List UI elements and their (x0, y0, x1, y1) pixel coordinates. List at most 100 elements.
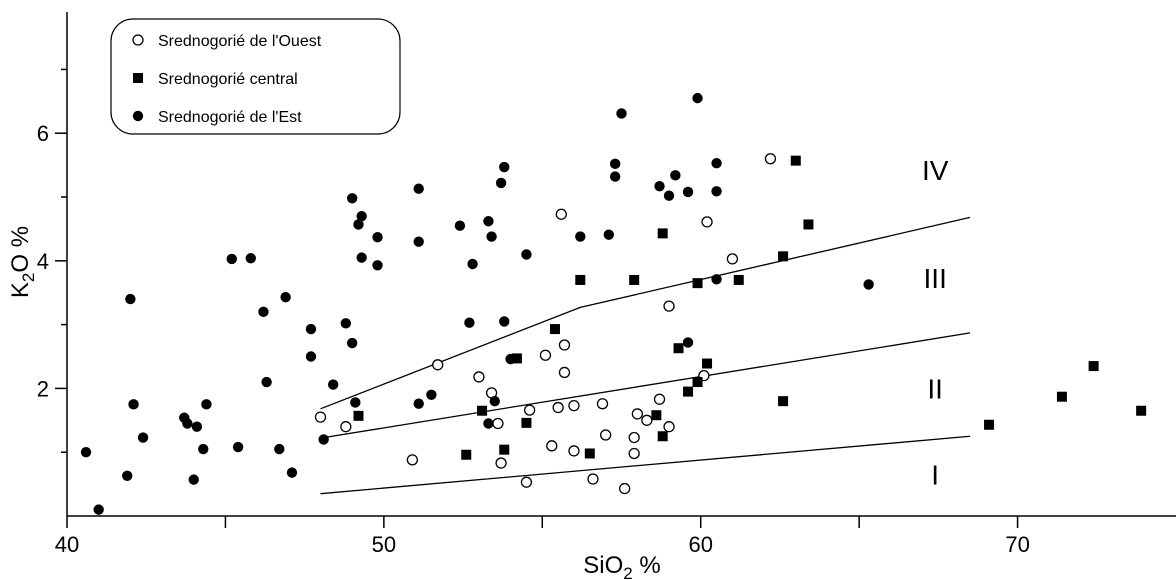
data-point (280, 291, 291, 303)
data-point (575, 231, 586, 242)
data-point (226, 253, 237, 265)
data-point (346, 193, 358, 204)
y-tick-label: 6 (37, 121, 49, 146)
data-point (692, 278, 703, 289)
data-point (629, 274, 640, 285)
data-point (549, 324, 560, 335)
data-point (552, 401, 564, 414)
data-point (483, 418, 494, 429)
legend-marker (132, 34, 144, 46)
data-point (511, 353, 522, 364)
data-point (413, 398, 424, 409)
data-point (616, 108, 627, 119)
data-point (764, 153, 777, 165)
data-point (245, 253, 256, 264)
data-point (125, 293, 136, 305)
y-tick-label: 4 (37, 249, 49, 274)
data-point (318, 434, 329, 445)
data-point (539, 349, 552, 361)
data-point (673, 343, 684, 354)
data-point (372, 260, 383, 271)
data-points (80, 92, 1147, 515)
data-point (701, 216, 713, 228)
data-point (188, 474, 199, 485)
data-point (587, 473, 599, 485)
zone-label-II: II (927, 373, 943, 404)
data-point (489, 395, 500, 407)
data-point (520, 476, 533, 488)
data-point (863, 279, 874, 290)
data-point (692, 377, 703, 388)
y-tick-label: 2 (37, 376, 49, 401)
data-point (628, 447, 640, 460)
data-point (499, 444, 510, 455)
data-point (683, 386, 694, 397)
legend-label: Srednogorié de l'Ouest (158, 33, 322, 50)
legend-label: Srednogorié central (158, 71, 298, 88)
data-point (523, 404, 536, 416)
data-point (505, 353, 516, 365)
data-point (609, 171, 621, 182)
data-point (546, 440, 558, 452)
x-tick-label: 70 (1005, 532, 1029, 557)
x-axis-title: SiO2 % (583, 552, 661, 580)
data-point (426, 389, 437, 400)
data-point (340, 421, 352, 433)
zone-label-III: III (924, 263, 947, 294)
data-point (350, 397, 361, 408)
plot-axes: 40 50 60 70 2 4 6 (37, 12, 1176, 557)
data-point (803, 219, 814, 230)
data-point (356, 252, 367, 263)
data-point (558, 366, 571, 379)
data-point (305, 323, 317, 335)
data-point (314, 411, 327, 423)
data-point (198, 443, 209, 455)
y-axis-title: K2O % (7, 226, 38, 298)
data-point (631, 408, 643, 420)
data-point (340, 318, 352, 329)
data-point (372, 232, 383, 243)
data-point (286, 467, 298, 478)
data-point (492, 417, 504, 430)
zone-boundary-line (320, 216, 971, 410)
data-point (356, 210, 367, 222)
data-point (122, 470, 133, 482)
zone-label-I: I (931, 460, 939, 491)
data-point (596, 398, 609, 410)
data-point (670, 170, 681, 181)
data-point (499, 316, 510, 327)
data-point (702, 358, 713, 369)
data-point (495, 457, 507, 469)
data-point (232, 441, 244, 453)
data-point (483, 216, 494, 227)
data-point (137, 432, 149, 443)
data-point (682, 337, 694, 348)
data-point (692, 92, 703, 104)
data-point (521, 417, 532, 428)
data-point (495, 177, 507, 189)
data-point (619, 482, 631, 495)
zone-boundary-line (320, 332, 971, 439)
data-point (80, 447, 92, 458)
legend-label: Srednogorié de l'Est (158, 109, 302, 126)
data-point (654, 180, 665, 192)
data-point (657, 431, 668, 442)
data-point (191, 421, 203, 432)
data-point (778, 251, 789, 262)
data-point (663, 300, 675, 312)
data-point (568, 399, 580, 412)
data-point (305, 351, 317, 362)
data-point (651, 410, 662, 421)
data-point (182, 418, 193, 429)
data-point (261, 376, 272, 388)
legend-marker (133, 73, 143, 83)
data-point (93, 504, 104, 515)
data-point (461, 449, 472, 460)
data-point (467, 258, 478, 270)
data-point (413, 236, 424, 247)
data-point (584, 448, 595, 459)
data-point (733, 274, 744, 285)
x-tick-label: 50 (372, 532, 396, 557)
